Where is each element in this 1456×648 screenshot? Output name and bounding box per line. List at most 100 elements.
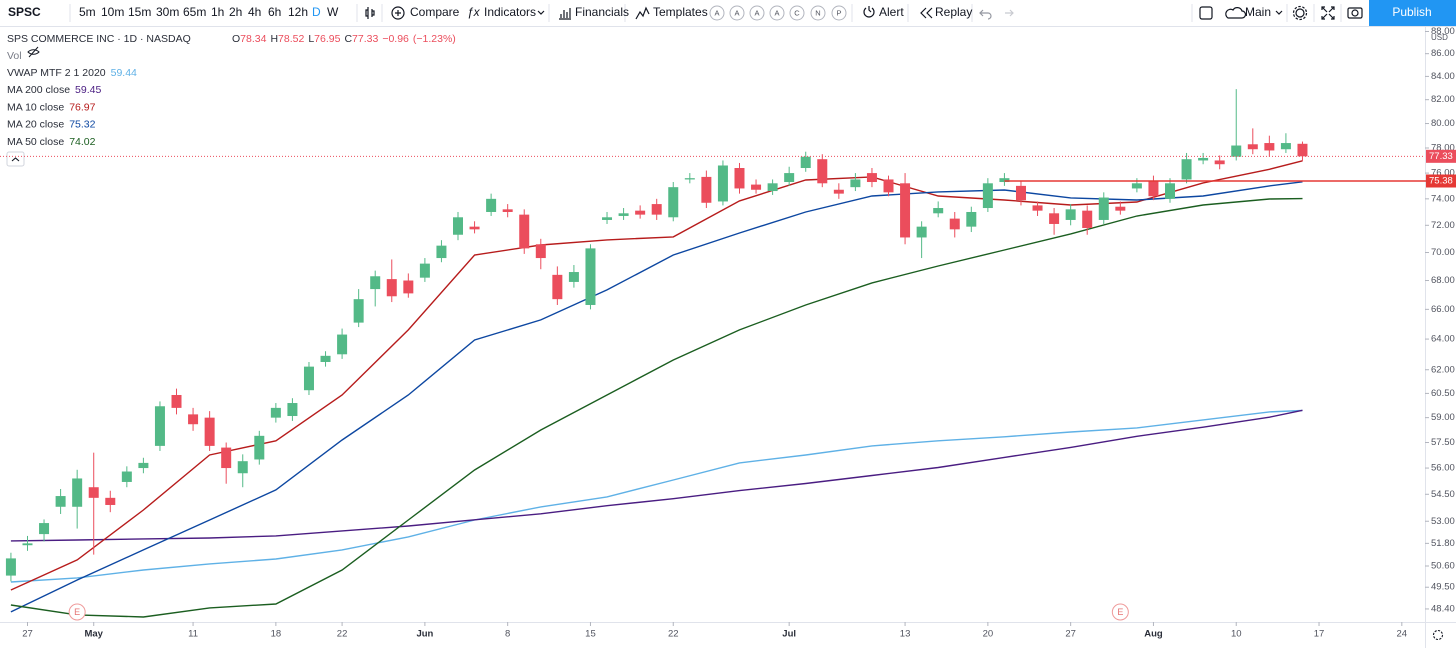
badge[interactable] [729, 5, 745, 21]
badge[interactable] [810, 5, 826, 21]
candle-body [204, 417, 215, 446]
candle-body [684, 178, 695, 180]
candle-body [386, 279, 397, 297]
candle-body [982, 183, 993, 209]
settings-icon[interactable] [1295, 8, 1305, 18]
select-icon[interactable] [1199, 6, 1213, 20]
ohlc-letter: O [232, 33, 240, 45]
publish-label[interactable]: Publish [1392, 5, 1431, 19]
badge-label: C [794, 8, 800, 17]
compare-button[interactable]: Compare [410, 5, 460, 19]
axis-settings-icon[interactable] [1432, 629, 1444, 641]
indicator-line [10, 181, 1303, 613]
y-tick-label: 57.50 [1431, 437, 1455, 448]
indicator-line [10, 160, 1303, 591]
indicator-name: MA 20 close [7, 119, 64, 131]
indicator-value: 75.32 [69, 119, 95, 131]
badge[interactable] [749, 5, 765, 21]
fullscreen-icon[interactable] [1321, 6, 1335, 20]
compare-icon[interactable] [391, 6, 405, 20]
y-tick-label: 60.50 [1431, 388, 1455, 399]
currency-label: USD [1431, 33, 1448, 42]
x-tick-label: 8 [505, 629, 510, 640]
ohlc-letter: H [270, 33, 278, 45]
earnings-marker[interactable] [68, 603, 86, 621]
symbol[interactable]: SPSC [8, 5, 41, 19]
y-tick-label: 86.00 [1431, 48, 1455, 59]
candle-body [5, 558, 16, 576]
badge[interactable] [769, 5, 785, 21]
candle-body [1231, 145, 1242, 157]
candles-icon[interactable] [365, 7, 375, 19]
replay-button[interactable]: Replay [935, 5, 972, 19]
y-tick-label: 48.40 [1431, 603, 1455, 614]
compare-icon-plus [395, 10, 401, 16]
snapshot-icon[interactable] [1347, 7, 1363, 19]
y-tick-label: 62.00 [1431, 364, 1455, 375]
y-tick-label: 70.00 [1431, 247, 1455, 258]
x-tick-label: 27 [1065, 629, 1076, 640]
publish-button[interactable] [1369, 0, 1456, 26]
interval-button[interactable]: D [312, 5, 321, 19]
ohlc-value: 76.95 [314, 33, 340, 45]
interval-button[interactable]: 30m [156, 5, 179, 19]
interval-button[interactable]: 2h [229, 5, 242, 19]
interval-button[interactable]: 1h [211, 5, 224, 19]
badge[interactable] [709, 5, 725, 21]
candle-body [817, 159, 828, 184]
interval-button[interactable]: 10m [101, 5, 124, 19]
candle-body [1049, 213, 1060, 224]
candle-body [237, 461, 248, 474]
candle-body [188, 414, 199, 425]
legend-collapse-arrow [11, 157, 20, 162]
indicators-button[interactable]: Indicators [484, 5, 536, 19]
candle-body [900, 183, 911, 238]
layout-button[interactable]: Main [1245, 5, 1271, 19]
candle-body [1165, 183, 1176, 199]
y-tick-label: 59.00 [1431, 412, 1455, 423]
candle-body [453, 217, 464, 235]
interval-button[interactable]: 65m [183, 5, 206, 19]
candle-body [1115, 206, 1126, 211]
candle-body [1247, 144, 1258, 150]
redo-icon[interactable] [1005, 9, 1014, 17]
candle-body [1214, 160, 1225, 165]
chevron [537, 10, 545, 15]
interval-button[interactable]: 15m [128, 5, 151, 19]
financials-icon[interactable] [559, 8, 571, 20]
replay-icon[interactable] [920, 7, 933, 19]
candle-body [751, 184, 762, 190]
candle-body [602, 217, 613, 220]
badge[interactable] [831, 5, 847, 21]
candle-body [850, 179, 861, 188]
candle-body [320, 355, 331, 362]
alert-button[interactable]: Alert [879, 5, 904, 19]
earnings-marker[interactable] [1111, 603, 1129, 621]
undo-icon[interactable] [979, 9, 992, 20]
candle-body [370, 276, 381, 290]
interval-button[interactable]: 5m [79, 5, 96, 19]
indicators-icon[interactable]: ƒx [467, 5, 481, 19]
candle-body [303, 366, 314, 391]
interval-button[interactable]: 12h [288, 5, 308, 19]
financials-button[interactable]: Financials [575, 5, 629, 19]
legend-collapse-button[interactable] [6, 151, 25, 167]
candle-body [519, 214, 530, 249]
interval-button[interactable]: 6h [268, 5, 281, 19]
indicator-name: MA 10 close [7, 101, 64, 113]
x-tick-label: 18 [271, 629, 282, 640]
templates-button[interactable]: Templates [653, 5, 708, 19]
alert-icon[interactable] [863, 6, 875, 18]
candle-body [1082, 210, 1093, 228]
ohlc-value: 78.52 [278, 33, 304, 45]
indicator-name: MA 50 close [7, 136, 64, 148]
hide-volume-icon[interactable] [27, 46, 40, 58]
templates-icon[interactable] [635, 6, 650, 20]
cloud-icon[interactable] [1225, 7, 1247, 19]
hline-price-label: 75.38 [1429, 176, 1453, 187]
badge[interactable] [789, 5, 805, 21]
interval-button[interactable]: 4h [248, 5, 261, 19]
interval-button[interactable]: W [327, 5, 339, 19]
candle-body [933, 208, 944, 214]
